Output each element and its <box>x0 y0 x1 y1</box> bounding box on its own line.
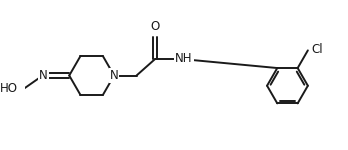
Text: O: O <box>150 20 159 33</box>
Text: N: N <box>39 69 48 82</box>
Text: NH: NH <box>175 52 193 65</box>
Text: N: N <box>110 69 118 82</box>
Text: Cl: Cl <box>311 43 323 56</box>
Text: HO: HO <box>0 82 18 95</box>
